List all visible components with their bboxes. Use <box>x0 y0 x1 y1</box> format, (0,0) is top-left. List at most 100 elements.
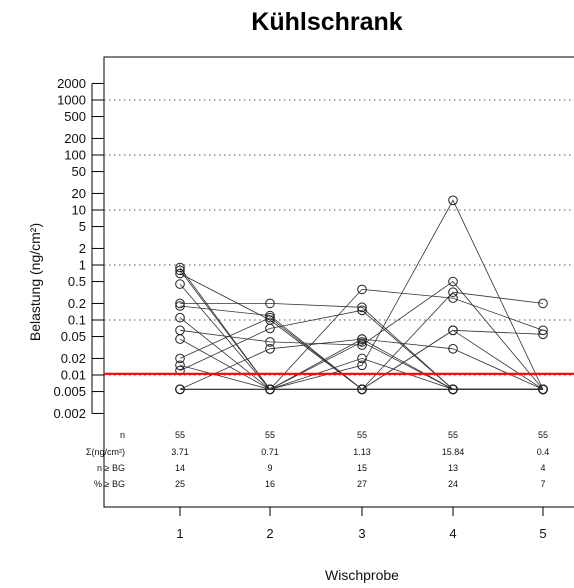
table-cell: 16 <box>265 479 275 489</box>
series-line <box>179 281 544 390</box>
y-tick-label: 200 <box>64 131 86 146</box>
data-point <box>175 268 185 279</box>
table-cell: 55 <box>175 430 185 440</box>
table-cell: 15 <box>357 463 367 473</box>
y-axis-label: Belastung (ng/cm²) <box>27 223 43 341</box>
y-tick-label: 0.005 <box>53 384 86 399</box>
table-cell: 55 <box>357 430 367 440</box>
series-group <box>175 195 548 395</box>
table-row-label: n <box>120 430 125 440</box>
series-line <box>179 338 544 390</box>
chart-title: Kühlschrank <box>251 8 403 36</box>
data-point <box>538 325 548 336</box>
y-tick-label: 1 <box>79 258 86 273</box>
data-point <box>538 329 548 340</box>
table-cell: 24 <box>448 479 458 489</box>
y-tick-label: 0.5 <box>68 274 86 289</box>
data-point <box>448 195 458 206</box>
data-point <box>265 323 275 334</box>
y-tick-label: 5 <box>79 219 86 234</box>
y-tick-label: 2 <box>79 241 86 256</box>
table-cell: 13 <box>448 463 458 473</box>
y-tick-label: 0.2 <box>68 296 86 311</box>
data-point <box>175 334 185 344</box>
y-tick-label: 50 <box>72 164 86 179</box>
data-point <box>357 360 367 371</box>
grid-lines <box>104 99 574 376</box>
table-row-label: % ≥ BG <box>94 479 125 489</box>
x-axis: 1 2 3 4 5 <box>176 507 547 541</box>
y-tick-label: 0.02 <box>61 351 86 366</box>
table-cell: 25 <box>175 479 185 489</box>
data-point <box>175 360 185 371</box>
data-point <box>357 353 367 364</box>
table-cell: 55 <box>448 430 458 440</box>
table-cell: 3.71 <box>171 447 189 457</box>
data-point <box>357 334 367 344</box>
table-cell: 9 <box>267 463 272 473</box>
table-row-label: Σ(ng/cm²) <box>86 447 125 457</box>
table-cell: 55 <box>265 430 275 440</box>
data-point <box>265 312 275 323</box>
x-tick-label: 1 <box>176 526 183 541</box>
data-point <box>357 384 367 395</box>
data-point <box>538 384 548 395</box>
series-line <box>179 270 543 390</box>
x-axis-label: Wischprobe <box>325 567 399 583</box>
data-point <box>175 279 185 289</box>
x-tick-label: 3 <box>358 526 365 541</box>
data-point <box>175 384 185 395</box>
data-point <box>265 384 275 395</box>
data-point <box>175 262 185 273</box>
data-point <box>448 325 458 336</box>
series-line <box>179 267 543 390</box>
data-point <box>175 353 185 364</box>
table-cell: 27 <box>357 479 367 489</box>
table-cell: 0.71 <box>261 447 279 457</box>
series-line <box>179 288 544 390</box>
data-point <box>448 344 458 354</box>
data-point <box>357 302 367 313</box>
data-point <box>265 298 275 309</box>
summary-table: n 55 55 55 55 55 Σ(ng/cm²) 3.71 0.71 1.13 15.84 0.4… <box>86 430 549 489</box>
table-cell: 14 <box>175 463 185 473</box>
data-point <box>175 301 185 311</box>
data-point <box>175 298 185 309</box>
x-tick-label: 4 <box>449 526 456 541</box>
table-row-label: n ≥ BG <box>97 463 125 473</box>
table-cell: 15.84 <box>442 447 465 457</box>
table-cell: 0.4 <box>537 447 550 457</box>
x-tick-label: 2 <box>266 526 273 541</box>
data-point <box>538 298 548 309</box>
x-tick-label: 5 <box>539 526 546 541</box>
data-point <box>448 287 458 298</box>
data-point <box>175 265 185 276</box>
table-cell: 7 <box>540 479 545 489</box>
y-tick-label: 500 <box>64 109 86 124</box>
data-point <box>357 340 367 350</box>
y-tick-label: 0.1 <box>68 313 86 328</box>
data-point <box>357 305 367 316</box>
table-cell: 4 <box>540 463 545 473</box>
y-tick-label: 0.05 <box>61 329 86 344</box>
data-point <box>357 284 367 295</box>
y-tick-label: 0.01 <box>61 368 86 383</box>
data-point <box>265 337 275 347</box>
data-point <box>265 344 275 354</box>
data-point <box>357 337 367 347</box>
series-line <box>179 317 544 390</box>
data-point <box>448 293 458 303</box>
y-tick-label: 2000 <box>57 76 86 91</box>
table-cell: 1.13 <box>353 447 371 457</box>
table-cell: 55 <box>538 430 548 440</box>
y-tick-label: 10 <box>72 203 86 218</box>
data-point <box>448 384 458 395</box>
data-point <box>448 276 458 287</box>
y-tick-label: 100 <box>64 148 86 163</box>
y-tick-label: 20 <box>72 186 86 201</box>
y-tick-label: 1000 <box>57 93 86 108</box>
data-point <box>175 312 185 323</box>
series-line <box>179 273 543 390</box>
